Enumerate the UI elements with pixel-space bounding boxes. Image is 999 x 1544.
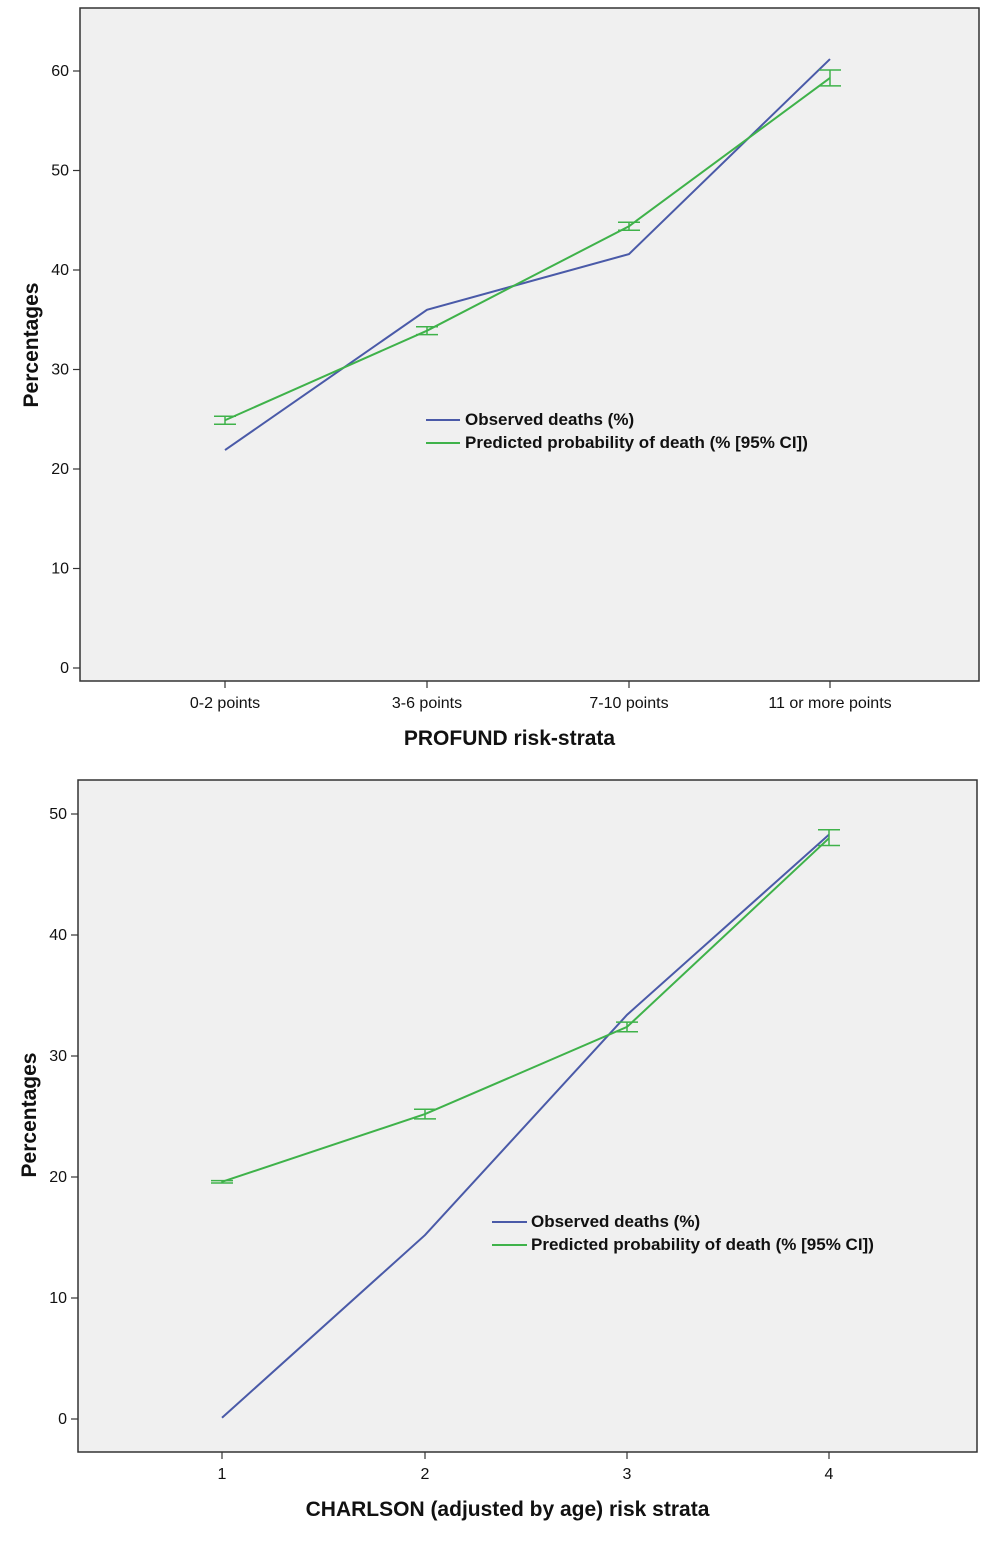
- plot-area: [79, 7, 980, 682]
- y-tick-label: 40: [49, 927, 67, 944]
- legend-label: Predicted probability of death (% [95% C…: [465, 433, 808, 452]
- error-bar: [618, 221, 640, 231]
- x-tick-label: 2: [421, 1466, 430, 1483]
- x-axis-title: PROFUND risk-strata: [404, 727, 616, 750]
- y-axis-title: Percentages: [18, 1053, 41, 1178]
- y-tick-label: 10: [49, 1290, 67, 1307]
- y-tick-label: 0: [60, 660, 69, 677]
- y-tick-label: 20: [49, 1169, 67, 1186]
- legend-label: Observed deaths (%): [531, 1212, 700, 1231]
- series-line-1: [224, 58, 831, 451]
- y-tick-label: 30: [51, 362, 69, 379]
- y-tick-label: 50: [51, 163, 69, 180]
- plot-area: [77, 779, 978, 1453]
- x-tick-label: 3-6 points: [392, 695, 462, 712]
- y-tick-label: 50: [49, 806, 67, 823]
- error-bar: [214, 415, 236, 425]
- y-axis-title: Percentages: [20, 283, 43, 408]
- y-tick-label: 0: [58, 1411, 67, 1428]
- error-bar: [416, 325, 438, 336]
- x-tick-label: 1: [218, 1466, 227, 1483]
- y-tick-label: 20: [51, 461, 69, 478]
- x-tick-label: 3: [623, 1466, 632, 1483]
- series-line-2: [221, 837, 830, 1183]
- series-line-1: [221, 833, 830, 1419]
- error-bar: [819, 69, 841, 87]
- error-bar: [211, 1179, 233, 1184]
- legend-label: Observed deaths (%): [465, 410, 634, 429]
- x-tick-label: 11 or more points: [768, 695, 891, 712]
- x-tick-label: 0-2 points: [190, 695, 260, 712]
- x-tick-label: 7-10 points: [589, 695, 668, 712]
- y-tick-label: 30: [49, 1048, 67, 1065]
- chart-2: 0 10 20 30 40 50 1 2 3 4 CHARLSON (adjusted by age…: [18, 779, 978, 1521]
- error-bar: [616, 1021, 638, 1033]
- series-line-2: [224, 77, 831, 422]
- y-tick-label: 60: [51, 63, 69, 80]
- legend-label: Predicted probability of death (% [95% C…: [531, 1235, 874, 1254]
- error-bar: [414, 1108, 436, 1120]
- y-tick-label: 10: [51, 561, 69, 578]
- x-axis-title: CHARLSON (adjusted by age) risk strata: [306, 1498, 710, 1521]
- error-bar: [818, 828, 840, 847]
- y-tick-label: 40: [51, 262, 69, 279]
- x-tick-label: 4: [825, 1466, 834, 1483]
- chart-1: 0 10 20 30 40 50 60 0-2 points 3-6 points 7-10 po…: [20, 7, 980, 750]
